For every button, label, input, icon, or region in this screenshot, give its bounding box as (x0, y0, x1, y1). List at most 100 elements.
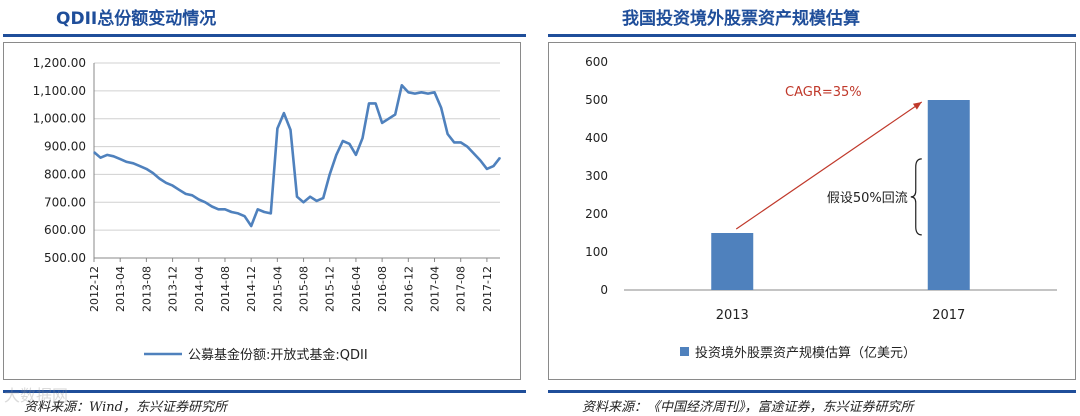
bar-2017 (927, 100, 970, 290)
data-point (237, 212, 239, 215)
legend-swatch (680, 347, 689, 356)
y-tick-label: 900.00 (44, 140, 86, 154)
data-point (499, 157, 501, 159)
data-point (479, 159, 481, 162)
right-source-note: 资料来源：《中国经济周刊》，富途证券，东兴证券研究所 (582, 400, 914, 415)
data-point (158, 178, 161, 180)
data-point (139, 165, 141, 167)
data-point (289, 129, 292, 131)
data-point (492, 165, 495, 167)
data-point (401, 84, 403, 86)
data-point (420, 91, 423, 93)
data-point (388, 118, 390, 120)
cagr-arrow-head (912, 102, 922, 110)
data-point (198, 198, 200, 201)
brace-icon (910, 158, 922, 236)
data-point (178, 189, 180, 191)
qdii-share-line (93, 83, 502, 228)
left-chart: 1,200.00 1,100.00 1,000.00 900.00 800.00 700.… (33, 56, 502, 363)
x-tick-label: 2014-04 (193, 266, 206, 312)
right-chart-frame: 600 500 400 300 200 100 0 2013 2017 CAGR=35% 假设50%… (548, 42, 1076, 380)
data-point (270, 212, 272, 215)
x-tick-label: 2014-12 (245, 266, 258, 312)
data-point (211, 205, 213, 208)
data-point (296, 196, 298, 198)
data-point (283, 112, 285, 114)
data-point (348, 143, 350, 145)
x-tick-label: 2013-12 (167, 266, 180, 312)
legend-label: 公募基金份额:开放式基金:QDII (188, 347, 368, 363)
y-tick-label: 700.00 (44, 195, 86, 209)
data-point (342, 140, 344, 142)
data-point (191, 194, 193, 196)
data-point (185, 193, 187, 195)
y-tick-label: 1,000.00 (33, 112, 86, 126)
x-tick-label: 2017-12 (481, 266, 494, 312)
data-point (394, 113, 396, 116)
watermark: 大数据网 (4, 386, 69, 405)
x-tick-label: 2017-04 (429, 266, 442, 312)
data-point (440, 106, 442, 109)
cagr-annotation: CAGR=35% (785, 85, 862, 100)
data-point (113, 155, 115, 157)
x-tick-label: 2013 (716, 308, 749, 323)
y-tick-label: 300 (585, 169, 608, 183)
left-bottom-rule (3, 390, 526, 393)
data-point (407, 91, 409, 93)
right-title-rule (548, 34, 1076, 37)
data-point (368, 102, 370, 104)
data-point (361, 137, 364, 139)
left-source-note: 资料来源：Wind，东兴证券研究所 (24, 400, 227, 415)
data-point (316, 200, 318, 202)
y-tick-label: 200 (585, 207, 608, 221)
x-tick-label: 2015-08 (298, 266, 311, 312)
data-point (322, 197, 324, 199)
x-tick-label: 2014-08 (219, 266, 232, 312)
x-tick-label: 2016-08 (376, 266, 389, 312)
data-point (460, 141, 462, 143)
data-point (473, 152, 475, 155)
data-point (126, 161, 128, 163)
data-point (244, 215, 246, 217)
data-point (427, 93, 429, 95)
y-tick-label: 1,200.00 (33, 56, 86, 70)
x-tick-label: 2015-12 (324, 266, 337, 312)
y-tick-label: 100 (585, 245, 608, 259)
x-tick-label: 2015-04 (271, 266, 284, 312)
data-point (374, 102, 377, 104)
left-chart-frame: 1,200.00 1,100.00 1,000.00 900.00 800.00 700.… (3, 42, 521, 380)
x-tick-label: 2017 (932, 308, 965, 323)
y-tick-label: 400 (585, 131, 608, 145)
data-point (165, 182, 167, 184)
data-point (355, 154, 357, 156)
data-point (447, 133, 449, 135)
x-tick-label: 2016-12 (402, 266, 415, 312)
cagr-arrow-line (735, 101, 923, 230)
y-tick-label: 600.00 (44, 223, 86, 237)
data-point (414, 93, 416, 95)
data-point (466, 145, 468, 148)
data-point (93, 151, 95, 153)
y-tick-label: 800.00 (44, 167, 86, 181)
data-point (145, 168, 147, 170)
x-tick-label: 2012-12 (88, 266, 101, 312)
data-point (204, 201, 206, 203)
y-tick-label: 500.00 (44, 251, 86, 265)
data-point (329, 173, 331, 176)
y-tick-label: 0 (600, 283, 608, 297)
data-point (152, 172, 154, 174)
x-tick-label: 2016-04 (350, 266, 363, 312)
y-tick-label: 600 (585, 55, 608, 69)
x-tick-label: 2013-08 (140, 266, 153, 312)
assumption-annotation: 假设50%回流 (827, 191, 908, 206)
right-chart-title: 我国投资境外股票资产规模估算 (622, 9, 860, 29)
data-point (132, 162, 134, 164)
right-bottom-rule (548, 390, 1076, 393)
data-point (171, 184, 174, 187)
data-point (335, 154, 337, 156)
data-point (486, 168, 488, 170)
data-point (250, 225, 252, 227)
data-point (433, 91, 436, 93)
right-chart: 600 500 400 300 200 100 0 2013 2017 CAGR=35% 假设50%… (585, 55, 1057, 361)
left-title-rule (3, 34, 526, 37)
